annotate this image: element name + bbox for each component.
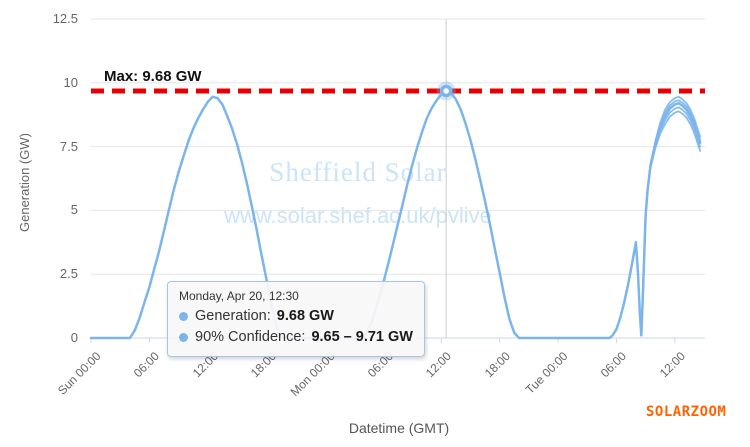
- generation-line: [89, 89, 702, 340]
- series-bullet-icon: [179, 333, 188, 342]
- selected-point-marker[interactable]: [439, 84, 453, 98]
- solarzoom-watermark: SOLARZOOM: [646, 404, 727, 420]
- watermark-sheffield-solar: Sheffield Solar: [269, 157, 447, 187]
- tooltip-generation-value: 9.68 GW: [276, 308, 334, 324]
- tooltip-generation-row: Generation: 9.68 GW: [179, 306, 413, 327]
- forecast-ensemble-line: [640, 95, 701, 337]
- tooltip-confidence-value: 9.65 – 9.71 GW: [311, 329, 413, 345]
- forecast-ensemble-line: [640, 110, 701, 337]
- forecast-ensemble-line: [640, 99, 701, 337]
- tooltip: Monday, Apr 20, 12:30 Generation: 9.68 G…: [167, 281, 425, 357]
- tooltip-generation-label: Generation:: [195, 308, 271, 324]
- watermark-url: www.solar.shef.ac.uk/pvlive: [224, 203, 492, 228]
- forecast-ensemble-line: [640, 106, 701, 337]
- series-bullet-icon: [179, 312, 188, 321]
- tooltip-datetime: Monday, Apr 20, 12:30: [179, 289, 299, 303]
- tooltip-confidence-label: 90% Confidence:: [195, 329, 306, 345]
- tooltip-confidence-row: 90% Confidence: 9.65 – 9.71 GW: [179, 327, 413, 348]
